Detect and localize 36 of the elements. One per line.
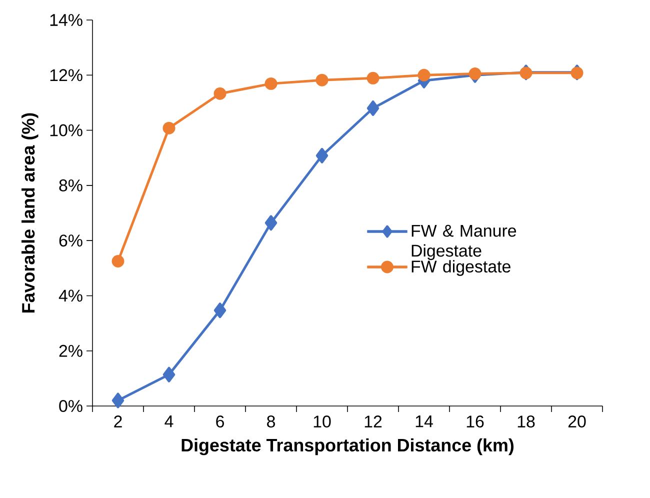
x-tick-label: 6: [216, 416, 224, 428]
point: [112, 392, 124, 408]
x-axis-title: Digestate Transportation Distance (km): [182, 438, 514, 456]
point: [264, 77, 278, 90]
x-tick-label: 8: [267, 416, 275, 428]
y-axis-title: Favorable land area (%): [22, 113, 38, 312]
y-tick-label: 6%: [59, 234, 82, 247]
y-tick-label: 2%: [59, 344, 82, 357]
y-tick-label: 10%: [50, 124, 82, 136]
y-tick-label: 14%: [50, 14, 82, 26]
y-tick-label: 0%: [59, 400, 82, 412]
x-tick-label: 12: [364, 416, 382, 428]
point: [264, 215, 278, 231]
point: [214, 302, 226, 318]
point: [214, 87, 226, 100]
point: [162, 366, 176, 382]
x-tick-label: 4: [164, 416, 174, 428]
point: [162, 122, 176, 134]
x-tick-label: 20: [568, 416, 586, 428]
point: [366, 100, 380, 116]
x-tick-label: 18: [518, 416, 535, 428]
x-tick-label: 10: [314, 416, 331, 428]
legend-label: FW & Manure Digestate: [412, 224, 516, 260]
y-tick-label: 12%: [50, 69, 82, 82]
point: [418, 68, 430, 82]
legend-label: FW digestate: [412, 260, 510, 276]
point: [112, 255, 124, 268]
x-tick-label: 14: [416, 416, 433, 428]
point: [468, 68, 482, 80]
point: [366, 72, 380, 84]
y-tick-label: 4%: [58, 290, 82, 302]
x-tick-label: 2: [114, 416, 122, 428]
point: [316, 74, 328, 86]
y-tick-label: 8%: [59, 179, 82, 192]
point: [316, 148, 328, 164]
x-tick-label: 16: [466, 416, 484, 428]
